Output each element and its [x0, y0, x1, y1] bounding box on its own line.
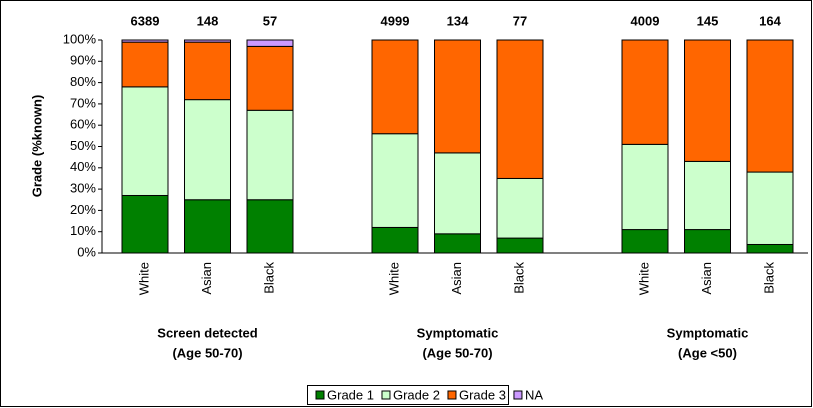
x-tick-label: Black [261, 262, 276, 294]
bar-segment [121, 41, 169, 88]
total-label: 145 [697, 13, 719, 28]
bar-segment [184, 39, 231, 43]
bar-segment [246, 45, 294, 111]
bar-segment [684, 160, 731, 231]
total-label: 77 [513, 13, 527, 28]
legend-label: Grade 2 [393, 387, 440, 402]
y-tick-label: 10% [70, 223, 96, 238]
legend-box [307, 385, 509, 405]
group-label: (Age <50) [678, 345, 737, 360]
bar-segment [184, 41, 231, 101]
group-label: (Age 50-70) [422, 345, 492, 360]
y-tick-label: 40% [70, 159, 96, 174]
x-tick-label: White [136, 262, 151, 295]
total-label: 164 [759, 13, 781, 28]
x-tick-label: Black [511, 262, 526, 294]
bar-segment [371, 226, 419, 254]
bar-segment [621, 39, 669, 145]
x-tick-label: White [636, 262, 651, 295]
y-tick-label: 90% [70, 53, 96, 68]
legend-label: NA [525, 387, 543, 402]
bar-segment [684, 229, 731, 254]
bar-segment [746, 243, 794, 254]
bar-segment [434, 39, 481, 154]
total-label: 4999 [381, 13, 410, 28]
group-label: Symptomatic [417, 325, 499, 340]
bar-segment [621, 143, 669, 231]
legend-label: Grade 3 [459, 387, 506, 402]
x-tick-label: Black [761, 262, 776, 294]
y-tick-label: 30% [70, 181, 96, 196]
group-label: (Age 50-70) [172, 345, 242, 360]
y-tick-label: 60% [70, 117, 96, 132]
bar-segment [684, 39, 731, 162]
bar-segment [434, 152, 481, 235]
legend-swatch [381, 390, 391, 400]
legend-swatch [447, 390, 457, 400]
bar-segment [121, 39, 169, 43]
group-label: Screen detected [157, 325, 257, 340]
y-tick-label: 20% [70, 202, 96, 217]
bar-segment [246, 199, 294, 254]
legend-swatch [513, 390, 523, 400]
y-tick-label: 50% [70, 138, 96, 153]
bar-segment [121, 194, 169, 254]
total-label: 134 [447, 13, 469, 28]
y-tick-label: 70% [70, 95, 96, 110]
group-label: Symptomatic [667, 325, 749, 340]
bar-segment [496, 237, 544, 254]
bar-segment [496, 177, 544, 239]
x-tick-label: Asian [199, 262, 214, 295]
x-tick-label: White [386, 262, 401, 295]
bar-segment [371, 39, 419, 135]
bar-segment [621, 229, 669, 254]
bar-segment [184, 199, 231, 254]
x-tick-label: Asian [699, 262, 714, 295]
bar-segment [246, 109, 294, 201]
x-tick-label: Asian [449, 262, 464, 295]
y-axis-label: Grade (%known) [29, 95, 44, 198]
bar-segment [434, 233, 481, 254]
bar-segment [496, 39, 544, 179]
bar-segment [246, 39, 294, 47]
total-label: 6389 [131, 13, 160, 28]
y-tick-label: 100% [63, 31, 97, 46]
legend-label: Grade 1 [327, 387, 374, 402]
legend-swatch [315, 390, 325, 400]
bar-segment [746, 171, 794, 245]
bar-segment [121, 86, 169, 196]
total-label: 148 [197, 13, 219, 28]
y-tick-label: 0% [77, 244, 96, 259]
total-label: 57 [263, 13, 277, 28]
total-label: 4009 [631, 13, 660, 28]
bar-segment [746, 39, 794, 173]
y-tick-label: 80% [70, 74, 96, 89]
bar-segment [184, 99, 231, 201]
bar-segment [371, 133, 419, 228]
